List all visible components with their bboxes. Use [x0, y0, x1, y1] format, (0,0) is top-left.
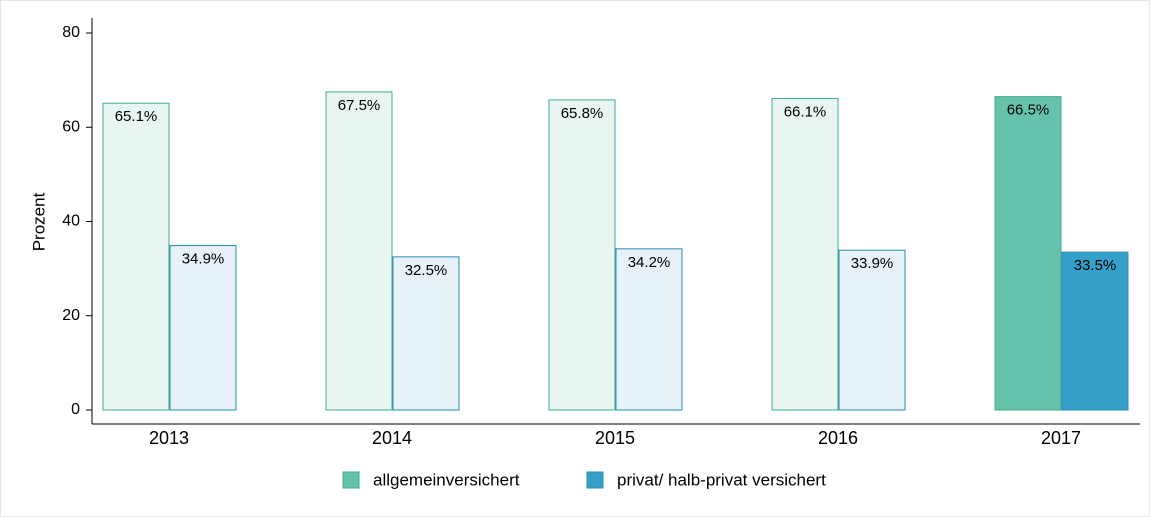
- y-tick-label: 40: [62, 213, 80, 230]
- bar: [994, 96, 1062, 411]
- bar: [771, 98, 839, 411]
- x-tick-label: 2017: [1041, 428, 1081, 448]
- bar: [325, 91, 393, 411]
- y-tick-label: 0: [71, 401, 80, 418]
- value-label: 33.5%: [1074, 257, 1117, 274]
- legend-label: allgemeinversichert: [373, 470, 520, 489]
- x-tick-label: 2016: [818, 428, 858, 448]
- value-label: 67.5%: [338, 97, 381, 114]
- value-label: 66.5%: [1007, 102, 1050, 119]
- bar: [102, 102, 170, 411]
- value-label: 65.8%: [561, 105, 604, 122]
- value-label: 65.1%: [115, 108, 158, 125]
- y-tick-label: 20: [62, 307, 80, 324]
- value-label: 32.5%: [405, 262, 448, 279]
- y-tick-label: 60: [62, 118, 80, 135]
- bar: [392, 256, 460, 411]
- bar: [169, 245, 237, 411]
- bar: [548, 99, 616, 411]
- bar: [1061, 251, 1129, 411]
- legend-label: privat/ halb-privat versichert: [617, 470, 826, 489]
- value-label: 33.9%: [851, 255, 894, 272]
- value-label: 34.2%: [628, 254, 671, 271]
- value-label: 66.1%: [784, 103, 827, 120]
- x-tick-label: 2014: [372, 428, 412, 448]
- legend-swatch: [586, 471, 604, 489]
- legend-swatch: [342, 471, 360, 489]
- x-tick-label: 2015: [595, 428, 635, 448]
- bar: [615, 248, 683, 411]
- bar: [838, 249, 906, 411]
- x-tick-label: 2013: [149, 428, 189, 448]
- y-axis-label: Prozent: [29, 192, 48, 251]
- value-label: 34.9%: [182, 251, 225, 268]
- y-tick-label: 80: [62, 24, 80, 41]
